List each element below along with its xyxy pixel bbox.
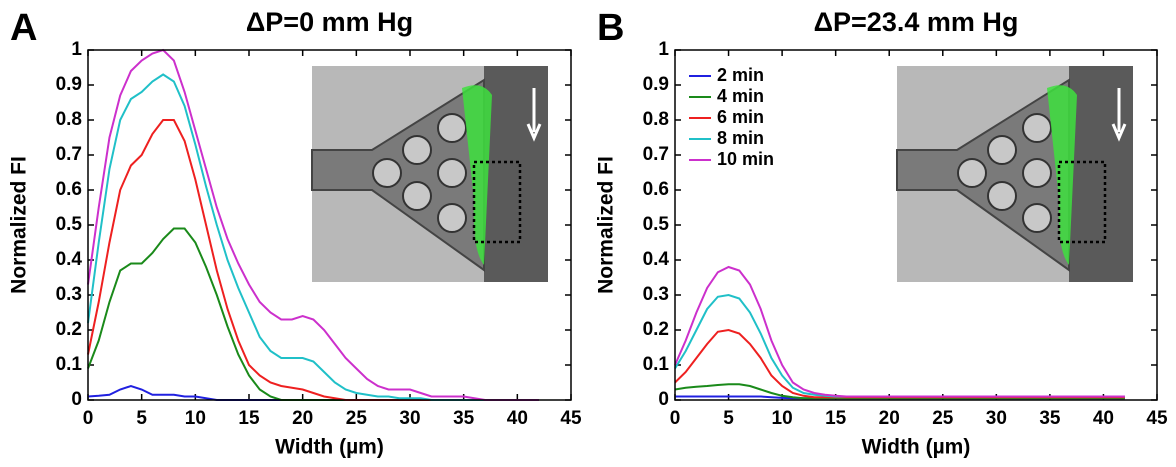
inset-post	[437, 203, 467, 233]
y-axis-label: Normalized FI	[8, 156, 31, 294]
x-tick-label: 5	[136, 408, 147, 429]
inset-post	[402, 135, 432, 165]
inset-image	[311, 66, 548, 282]
inset-image	[896, 66, 1133, 282]
x-axis-label: Width (µm)	[862, 436, 971, 459]
x-tick-label: 45	[560, 408, 582, 429]
y-tick-label: 0.8	[56, 109, 82, 130]
y-tick-label: 0.4	[56, 249, 83, 270]
inset-post	[1022, 113, 1052, 143]
inset-post	[1022, 158, 1052, 188]
inset-box	[1057, 160, 1107, 244]
y-tick-label: 1	[71, 39, 82, 60]
y-tick-label: 0.3	[643, 284, 669, 305]
x-tick-label: 5	[723, 408, 734, 429]
y-tick-label: 0.9	[643, 74, 669, 95]
chart-title: ΔP=0 mm Hg	[246, 7, 413, 37]
y-tick-label: 0.5	[56, 214, 83, 235]
inset-post	[437, 158, 467, 188]
inset-arrow	[526, 88, 542, 142]
y-tick-label: 0.2	[643, 319, 669, 340]
x-tick-label: 10	[772, 408, 793, 429]
inset-post	[1022, 203, 1052, 233]
data-line	[674, 293, 1125, 398]
inset-post	[987, 181, 1017, 211]
x-tick-label: 30	[986, 408, 1007, 429]
x-tick-label: 45	[1146, 408, 1168, 429]
y-tick-label: 0.8	[643, 109, 669, 130]
inset-arrow	[1111, 88, 1127, 142]
y-tick-label: 0.9	[56, 74, 82, 95]
x-tick-label: 20	[879, 408, 900, 429]
inset-post	[437, 113, 467, 143]
x-tick-label: 10	[185, 408, 206, 429]
legend-label: 10 min	[717, 149, 774, 169]
data-line	[674, 328, 1125, 399]
y-tick-label: 0.2	[56, 319, 82, 340]
y-tick-label: 1	[658, 39, 669, 60]
x-tick-label: 0	[83, 408, 94, 429]
plot-frame	[674, 49, 1158, 401]
y-tick-label: 0.1	[643, 354, 670, 375]
inset-green	[462, 85, 492, 265]
y-tick-label: 0.6	[56, 179, 82, 200]
y-axis-label: Normalized FI	[595, 156, 618, 294]
y-tick-label: 0.4	[643, 249, 670, 270]
chart-title: ΔP=23.4 mm Hg	[814, 7, 1019, 37]
x-tick-label: 35	[453, 408, 475, 429]
y-tick-label: 0.6	[643, 179, 669, 200]
inset-post	[957, 158, 987, 188]
x-axis-label: Width (µm)	[275, 436, 384, 459]
inset-dark	[484, 66, 548, 282]
legend-label: 6 min	[717, 107, 764, 127]
x-tick-label: 0	[670, 408, 681, 429]
x-tick-label: 25	[346, 408, 368, 429]
inset-green	[1047, 85, 1077, 265]
x-tick-label: 15	[825, 408, 847, 429]
legend-label: 4 min	[717, 86, 764, 106]
inset-post	[402, 181, 432, 211]
inset-dark	[1069, 66, 1133, 282]
y-tick-label: 0	[71, 389, 82, 410]
x-tick-label: 40	[1093, 408, 1114, 429]
plot-frame	[87, 49, 572, 401]
inset-post	[372, 158, 402, 188]
y-tick-label: 0.1	[56, 354, 83, 375]
y-tick-label: 0	[658, 389, 669, 410]
panel-label: A	[10, 7, 37, 49]
legend-label: 8 min	[717, 128, 764, 148]
x-tick-label: 25	[932, 408, 954, 429]
panel-label: B	[597, 7, 624, 49]
y-tick-label: 0.7	[643, 144, 669, 165]
x-tick-label: 40	[507, 408, 528, 429]
data-line	[674, 383, 1125, 400]
inset-post	[987, 135, 1017, 165]
x-tick-label: 35	[1039, 408, 1061, 429]
y-tick-label: 0.7	[56, 144, 82, 165]
y-tick-label: 0.3	[56, 284, 82, 305]
data-line	[674, 265, 1125, 398]
y-tick-label: 0.5	[643, 214, 670, 235]
inset-box	[472, 160, 522, 244]
x-tick-label: 20	[292, 408, 313, 429]
legend-label: 2 min	[717, 65, 764, 85]
x-tick-label: 15	[238, 408, 260, 429]
x-tick-label: 30	[399, 408, 420, 429]
